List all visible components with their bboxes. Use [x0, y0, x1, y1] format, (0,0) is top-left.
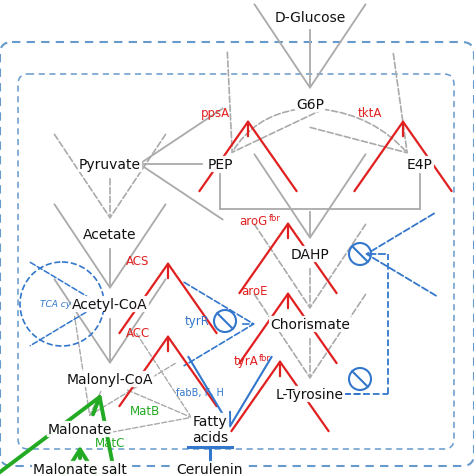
Text: PEP: PEP	[207, 158, 233, 172]
Text: G6P: G6P	[296, 98, 324, 112]
Text: Acetyl-CoA: Acetyl-CoA	[72, 298, 148, 311]
Text: Malonate: Malonate	[48, 422, 112, 436]
Text: fbr: fbr	[259, 353, 271, 362]
Text: Pyruvate: Pyruvate	[79, 158, 141, 172]
Text: tyrA: tyrA	[233, 354, 258, 367]
Text: fabB, F, H: fabB, F, H	[176, 387, 224, 397]
Text: MatB: MatB	[130, 404, 160, 417]
Text: Fatty
acids: Fatty acids	[192, 414, 228, 444]
Text: Cerulenin: Cerulenin	[177, 462, 243, 476]
Text: fbr: fbr	[269, 214, 281, 223]
Text: E4P: E4P	[407, 158, 433, 172]
Text: ACS: ACS	[126, 255, 150, 268]
Text: ppsA: ppsA	[201, 107, 229, 120]
Text: tyrR: tyrR	[185, 315, 210, 328]
Text: Chorismate: Chorismate	[270, 317, 350, 331]
Text: D-Glucose: D-Glucose	[274, 11, 346, 25]
Text: tktA: tktA	[358, 107, 382, 120]
Text: L-Tyrosine: L-Tyrosine	[276, 387, 344, 401]
Text: Acetate: Acetate	[83, 228, 137, 241]
Text: aroG: aroG	[240, 215, 268, 228]
Text: aroE: aroE	[241, 284, 268, 298]
Text: MatC: MatC	[95, 436, 126, 449]
Text: ACC: ACC	[126, 327, 150, 339]
Text: DAHP: DAHP	[291, 248, 329, 261]
Text: Malonyl-CoA: Malonyl-CoA	[67, 372, 153, 386]
Text: TCA cycle: TCA cycle	[40, 300, 84, 309]
Text: Malonate salt: Malonate salt	[33, 462, 127, 476]
